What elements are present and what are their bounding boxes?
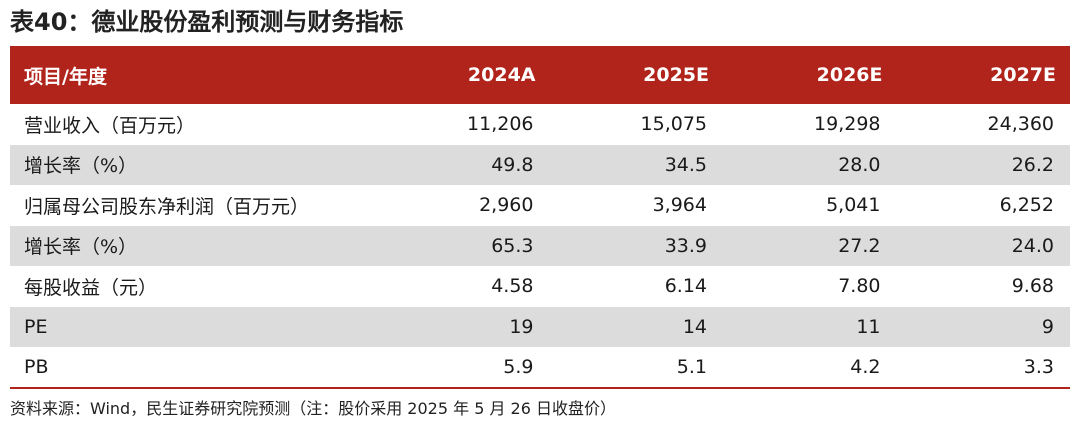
cell-value: 3,964 [652, 194, 707, 217]
cell-value: 26.2 [1011, 153, 1054, 176]
cell-value: 5.9 [503, 355, 534, 378]
table-title: 表40：德业股份盈利预测与财务指标 [10, 8, 404, 36]
cell-value: 2,960 [479, 194, 534, 217]
cell-value: 11 [856, 315, 881, 338]
table-row: 每股收益（元） 4.58 6.14 7.80 9.68 [10, 266, 1070, 307]
header-2026e: 2026E [816, 64, 883, 86]
table-row: 增长率（%） 49.8 34.5 28.0 26.2 [10, 144, 1070, 185]
table-row: 增长率（%） 65.3 33.9 27.2 24.0 [10, 225, 1070, 266]
cell-value: 11,206 [467, 113, 534, 136]
header-2027e: 2027E [990, 64, 1056, 86]
cell-value: 28.0 [838, 153, 881, 176]
cell-value: 4.2 [850, 355, 881, 378]
row-label: 每股收益（元） [24, 276, 158, 299]
cell-value: 65.3 [491, 234, 534, 257]
table-header-row: 项目/年度 2024A 2025E 2026E 2027E [10, 46, 1070, 104]
header-item-year: 项目/年度 [24, 65, 107, 88]
row-label: 增长率（%） [24, 236, 138, 259]
table-row: 归属母公司股东净利润（百万元） 2,960 3,964 5,041 6,252 [10, 185, 1070, 226]
cell-value: 34.5 [664, 153, 707, 176]
cell-value: 19,298 [814, 113, 881, 136]
cell-value: 19 [509, 315, 534, 338]
cell-value: 9.68 [1011, 275, 1054, 298]
table-row: PE 19 14 11 9 [10, 306, 1070, 347]
cell-value: 6.14 [664, 275, 707, 298]
row-label: PB [24, 355, 49, 378]
cell-value: 5,041 [826, 194, 881, 217]
cell-value: 9 [1041, 315, 1054, 338]
cell-value: 5.1 [676, 355, 707, 378]
cell-value: 15,075 [640, 113, 707, 136]
cell-value: 4.58 [491, 275, 534, 298]
table-row: PB 5.9 5.1 4.2 3.3 [10, 347, 1070, 388]
row-label: PE [24, 315, 48, 338]
row-label: 营业收入（百万元） [24, 114, 196, 137]
cell-value: 24.0 [1011, 234, 1054, 257]
cell-value: 3.3 [1023, 355, 1054, 378]
cell-value: 6,252 [999, 194, 1054, 217]
cell-value: 14 [682, 315, 707, 338]
row-label: 归属母公司股东净利润（百万元） [24, 195, 310, 218]
cell-value: 7.80 [838, 275, 881, 298]
source-note: 资料来源：Wind，民生证券研究院预测（注：股价采用 2025 年 5 月 26… [10, 399, 616, 418]
table-row: 营业收入（百万元） 11,206 15,075 19,298 24,360 [10, 104, 1070, 145]
cell-value: 49.8 [491, 153, 534, 176]
financial-forecast-table: 项目/年度 2024A 2025E 2026E 2027E 营业收入（百万元） … [10, 46, 1070, 389]
header-2025e: 2025E [643, 64, 709, 86]
header-2024a: 2024A [467, 64, 536, 86]
row-label: 增长率（%） [24, 155, 138, 178]
cell-value: 24,360 [987, 113, 1054, 136]
cell-value: 33.9 [664, 234, 707, 257]
cell-value: 27.2 [838, 234, 881, 257]
